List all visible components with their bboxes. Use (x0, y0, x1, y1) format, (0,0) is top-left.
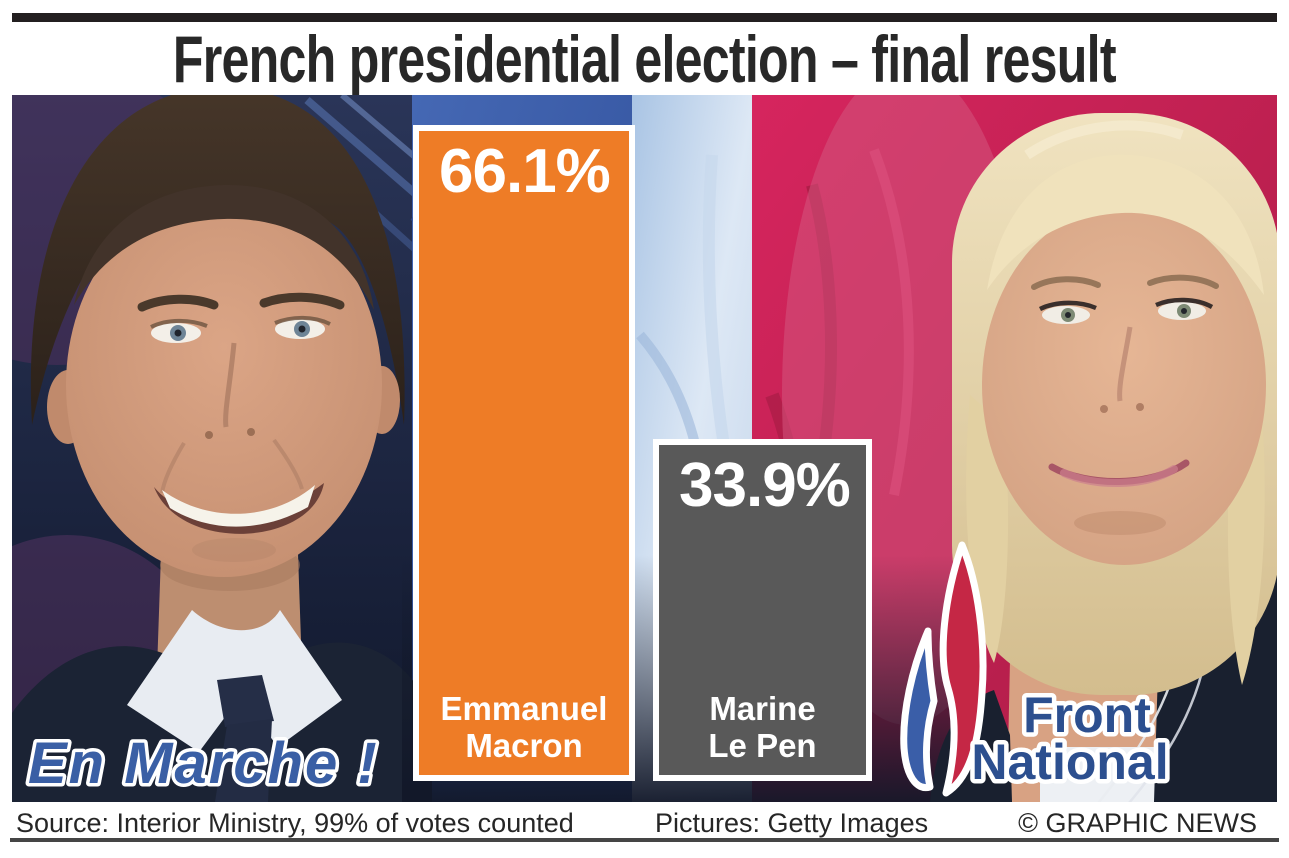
source-credit: Source: Interior Ministry, 99% of votes … (16, 808, 574, 838)
bar-value-lepen: 33.9% (679, 450, 851, 520)
bottom-rule (10, 838, 1279, 842)
bar-label-macron: Emmanuel Macron (440, 689, 608, 765)
front-national-label-line1: Front (1023, 687, 1151, 743)
header: French presidential election – final res… (0, 26, 1289, 92)
bar-value-macron: 66.1% (439, 137, 611, 207)
en-marche-label: En Marche ! (28, 731, 379, 796)
front-national-label-line2: National (971, 734, 1168, 790)
front-national-flame-icon (900, 541, 987, 797)
top-rule (12, 13, 1277, 22)
macron-figure (12, 95, 432, 802)
page-title: French presidential election – final res… (173, 22, 1117, 96)
bar-macron: 66.1% Emmanuel Macron (413, 125, 635, 781)
pictures-credit: Pictures: Getty Images (655, 808, 929, 838)
bar-lepen: 33.9% Marine Le Pen (653, 438, 872, 781)
copyright: © GRAPHIC NEWS (1018, 808, 1257, 838)
photo-composite: Front National En Marche ! (12, 95, 1277, 802)
footer: Source: Interior Ministry, 99% of votes … (0, 802, 1289, 858)
photo-scene: Front National En Marche ! (12, 95, 1277, 802)
lepen-photo (930, 113, 1277, 802)
bar-label-lepen: Marine Le Pen (708, 689, 817, 765)
